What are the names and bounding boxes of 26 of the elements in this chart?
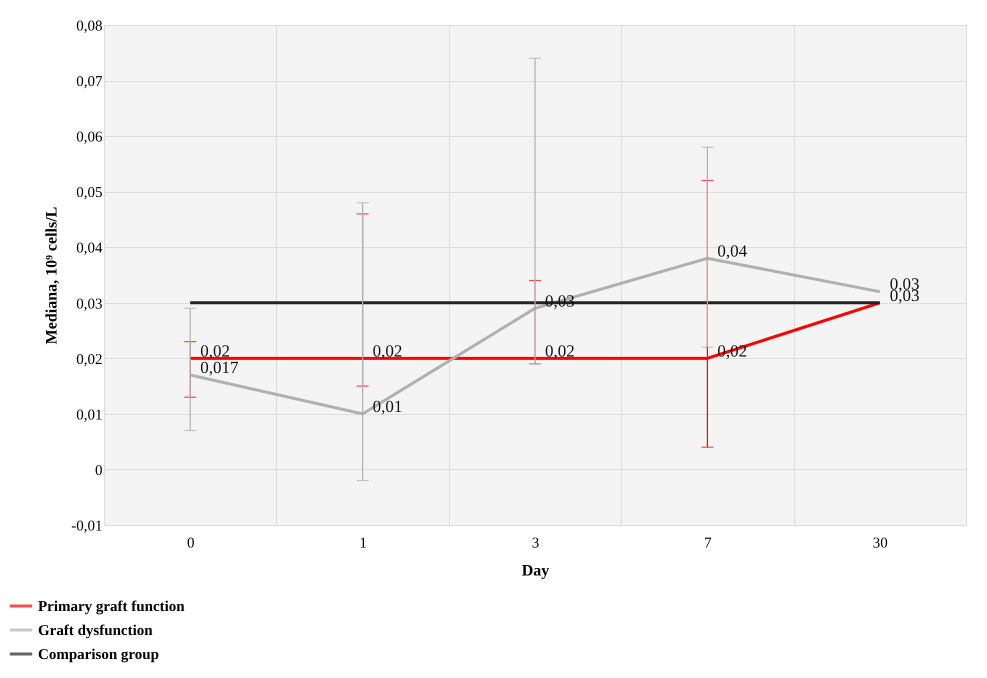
data-label: 0,02: [200, 341, 230, 360]
y-tick-label: 0,01: [76, 407, 102, 424]
data-label: 0,02: [372, 341, 402, 360]
legend-label: Comparison group: [38, 647, 159, 663]
y-tick-label: 0,06: [76, 130, 103, 146]
x-tick-label: 0: [186, 536, 194, 552]
x-tick-label: 7: [704, 536, 712, 552]
y-tick-label: 0,07: [76, 74, 103, 90]
x-tick-label: 3: [532, 536, 540, 552]
data-label: 0,01: [372, 396, 402, 416]
y-tick-label: 0: [95, 462, 102, 479]
x-axis-title: Day: [522, 562, 550, 580]
legend-label: Graft dysfunction: [38, 623, 154, 639]
y-tick-label: 0,05: [76, 185, 102, 202]
x-tick-label: 1: [359, 536, 367, 552]
y-tick-label: 0,02: [76, 352, 102, 368]
y-tick-label: 0,08: [76, 18, 102, 34]
data-label: 0,017: [200, 358, 239, 377]
y-tick-label: 0,03: [76, 296, 102, 312]
x-tick-label: 30: [872, 536, 888, 552]
legend-label: Primary graft function: [38, 599, 186, 615]
y-tick-label: 0,04: [76, 240, 103, 257]
data-label: 0,04: [717, 241, 748, 260]
data-label: 0,02: [545, 341, 575, 360]
y-tick-label: -0,01: [71, 518, 102, 534]
y-axis-title: Mediana, 10⁹ cells/L: [43, 206, 60, 344]
